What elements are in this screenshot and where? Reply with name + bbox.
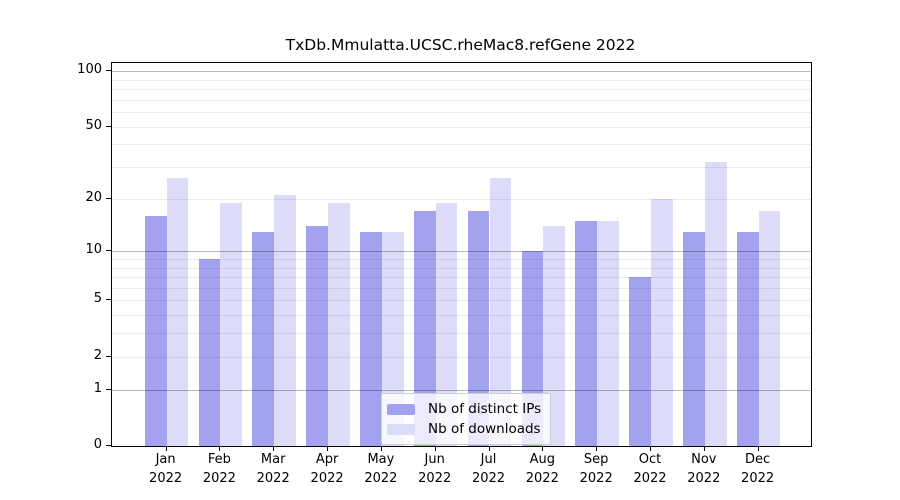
gridline-minor-7 [112, 277, 811, 278]
x-tick-feb [219, 446, 221, 451]
y-tick-label-0: 0 [93, 437, 102, 452]
y-tick-5 [106, 299, 111, 301]
legend-item-downloads: Nb of downloads [387, 419, 541, 439]
gridline-minor-9 [112, 258, 811, 260]
x-tick-label-dec: Dec 2022 [741, 452, 775, 486]
x-tick-jul [488, 446, 490, 451]
x-tick-label-jul: Jul 2022 [471, 452, 506, 486]
plot-area: Nb of distinct IPs Nb of downloads [111, 62, 812, 447]
y-tick-label-5: 5 [93, 291, 102, 307]
x-tick-label-sep: Sep 2022 [579, 452, 613, 486]
gridline-minor-8 [112, 267, 811, 269]
x-tick-label-nov: Nov 2022 [687, 452, 721, 486]
gridline-minor-6 [112, 287, 811, 289]
y-tick-50 [106, 125, 111, 127]
gridline-minor-2 [112, 356, 811, 358]
x-tick-sep [596, 446, 598, 451]
bar-downloads-jul [489, 178, 512, 446]
legend-label-distinct-ips: Nb of distinct IPs [428, 401, 542, 417]
gridline-minor-40 [112, 144, 811, 146]
x-tick-jun [434, 446, 436, 451]
bar-distinct-ips-jan [144, 215, 167, 446]
x-tick-label-oct: Oct 2022 [633, 452, 667, 486]
gridline-minor-60 [112, 112, 811, 113]
gridline-major-1 [112, 389, 811, 391]
y-tick-0 [106, 445, 111, 446]
x-tick-label-jan: Jan 2022 [149, 452, 183, 486]
gridline-minor-50 [112, 126, 811, 128]
bar-downloads-dec [758, 211, 781, 446]
bar-distinct-ips-oct [629, 277, 651, 446]
x-tick-apr [327, 446, 329, 451]
legend: Nb of distinct IPs Nb of downloads [381, 393, 552, 445]
bar-downloads-jan [166, 178, 189, 446]
y-tick-label-1: 1 [93, 380, 102, 396]
gridline-minor-20 [112, 198, 811, 200]
bar-downloads-jun [435, 202, 458, 446]
x-tick-may [380, 446, 382, 451]
bar-downloads-feb [220, 202, 243, 446]
gridline-major-100 [112, 71, 811, 72]
y-tick-label-100: 100 [77, 62, 102, 77]
legend-swatch-distinct-ips [387, 403, 415, 415]
legend-label-downloads: Nb of downloads [428, 421, 541, 437]
bar-downloads-sep [597, 220, 619, 446]
gridline-major-10 [112, 251, 811, 253]
x-tick-label-mar: Mar 2022 [256, 452, 290, 486]
x-tick-aug [542, 446, 544, 451]
x-tick-dec [757, 446, 759, 451]
gridline-minor-30 [112, 167, 811, 168]
gridline-minor-80 [112, 88, 811, 90]
legend-swatch-downloads [387, 423, 415, 435]
x-tick-oct [650, 446, 651, 451]
bar-downloads-apr [328, 202, 350, 446]
gridline-minor-3 [112, 333, 811, 335]
x-tick-mar [273, 446, 275, 451]
gridline-minor-5 [112, 300, 811, 302]
gridline-minor-4 [112, 315, 811, 317]
gridline-minor-70 [112, 99, 811, 101]
bar-distinct-ips-sep [575, 220, 598, 446]
x-tick-label-feb: Feb 2022 [202, 452, 236, 486]
bar-downloads-mar [274, 194, 296, 446]
bar-downloads-may [381, 231, 404, 446]
x-tick-jan [165, 446, 167, 451]
y-tick-20 [106, 197, 111, 199]
gridline-minor-90 [112, 79, 811, 81]
y-tick-label-20: 20 [85, 189, 102, 205]
bar-distinct-ips-jul [467, 211, 490, 446]
y-tick-1 [106, 388, 111, 390]
y-tick-100 [106, 70, 111, 71]
bar-distinct-ips-mar [252, 231, 275, 446]
x-tick-nov [703, 446, 705, 451]
bar-downloads-nov [704, 161, 727, 446]
bar-distinct-ips-may [360, 231, 382, 446]
bar-downloads-oct [651, 198, 673, 446]
y-tick-2 [106, 355, 111, 357]
y-tick-label-10: 10 [85, 242, 102, 258]
bar-distinct-ips-feb [198, 258, 221, 446]
chart-title: TxDb.Mmulatta.UCSC.rheMac8.refGene 2022 [285, 36, 636, 54]
legend-item-distinct-ips: Nb of distinct IPs [387, 399, 541, 419]
y-tick-label-50: 50 [85, 117, 102, 133]
bar-distinct-ips-apr [306, 226, 329, 446]
x-tick-label-jun: Jun 2022 [418, 452, 452, 486]
bar-downloads-aug [543, 226, 566, 446]
bar-distinct-ips-dec [736, 231, 759, 446]
y-tick-label-2: 2 [93, 347, 102, 363]
bar-distinct-ips-nov [683, 231, 705, 446]
y-tick-10 [106, 250, 111, 252]
bar-distinct-ips-jun [413, 211, 436, 446]
x-tick-label-aug: Aug 2022 [525, 452, 559, 486]
x-tick-label-apr: Apr 2022 [310, 452, 344, 486]
x-tick-label-may: May 2022 [364, 452, 398, 486]
